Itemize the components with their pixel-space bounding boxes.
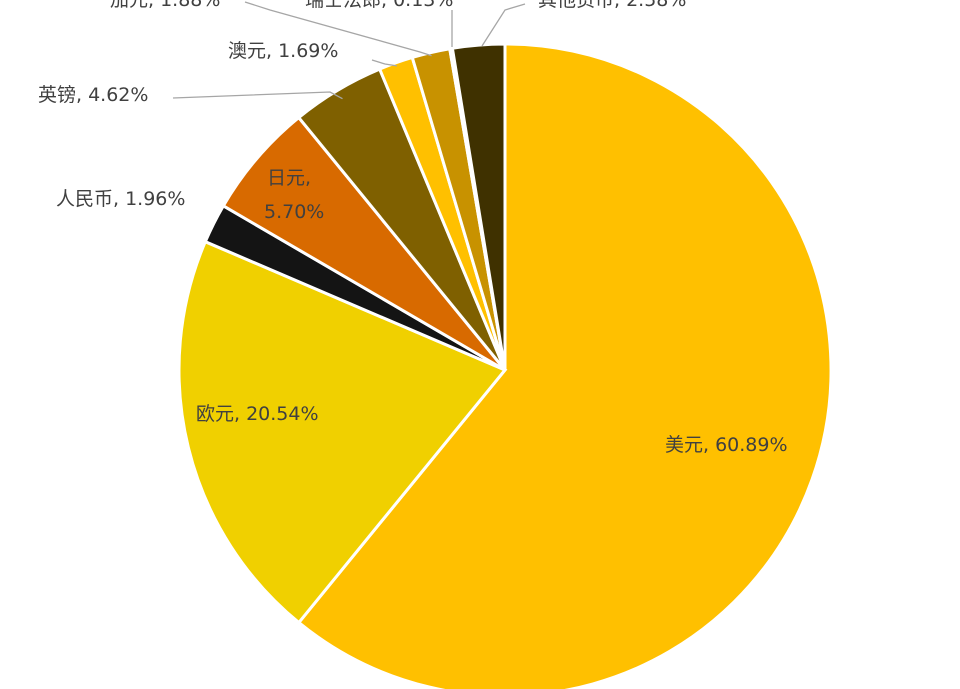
label-aud: 澳元, 1.69%: [228, 40, 338, 62]
label-chf: 瑞士法郎, 0.13%: [305, 0, 453, 11]
label-jpy-line1: 日元,: [267, 167, 311, 189]
leader-line-aud: [371, 59, 398, 67]
leader-line-cad: [244, 1, 432, 57]
label-gbp: 英镑, 4.62%: [38, 84, 148, 106]
leader-line-gbp: [172, 91, 343, 100]
pie-slice-usd: [296, 42, 833, 689]
label-other: 其他货币, 2.58%: [538, 0, 686, 11]
leader-line-other: [481, 3, 526, 47]
leader-lines: [172, 1, 526, 100]
pie-slice-other: [450, 42, 507, 371]
label-usd: 美元, 60.89%: [665, 434, 788, 456]
pie-slices: [177, 42, 833, 689]
label-jpy-line2: 5.70%: [264, 201, 324, 223]
label-eur: 欧元, 20.54%: [196, 403, 319, 425]
label-cny: 人民币, 1.96%: [56, 188, 185, 210]
label-cad: 加元, 1.88%: [110, 0, 220, 11]
slice-labels: 美元, 60.89% 欧元, 20.54% 人民币, 1.96% 日元, 5.7…: [38, 0, 788, 456]
pie-slice-eur: [177, 239, 508, 625]
